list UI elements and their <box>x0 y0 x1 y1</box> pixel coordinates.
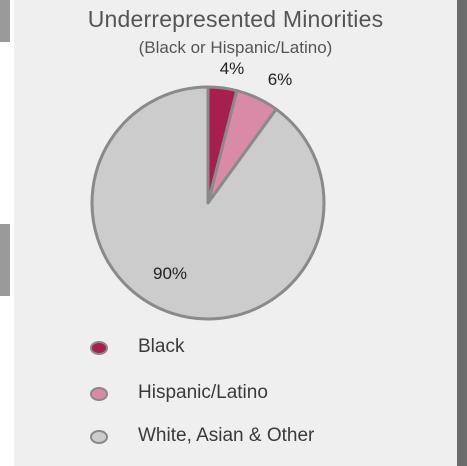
right-divider-bar <box>457 0 467 466</box>
legend-item-hispanic-latino: Hispanic/Latino <box>90 382 390 408</box>
chart-panel: Underrepresented Minorities (Black or Hi… <box>14 0 457 466</box>
pie-label-black: 4% <box>220 59 245 78</box>
pie-slice-white-asian-other <box>90 85 326 321</box>
chart-subtitle: (Black or Hispanic/Latino) <box>138 38 333 57</box>
left-divider-middle <box>0 224 10 296</box>
legend-swatch-hispanic-latino <box>90 387 108 401</box>
legend-item-black: Black <box>90 336 390 362</box>
legend-label-black: Black <box>138 336 185 357</box>
legend-item-white-asian-other: White, Asian & Other <box>90 425 390 451</box>
pie-chart: 4% 6% 90% <box>90 59 326 321</box>
chart-title: Underrepresented Minorities <box>87 6 384 32</box>
pie-label-hispanic-latino: 6% <box>268 70 293 89</box>
legend-swatch-white-asian-other <box>90 430 108 444</box>
pie-label-white-asian-other: 90% <box>153 264 187 283</box>
legend-label-hispanic-latino: Hispanic/Latino <box>138 382 268 403</box>
legend-swatch-black <box>90 341 108 355</box>
left-divider-top <box>0 0 10 42</box>
legend-label-white-asian-other: White, Asian & Other <box>138 425 315 446</box>
